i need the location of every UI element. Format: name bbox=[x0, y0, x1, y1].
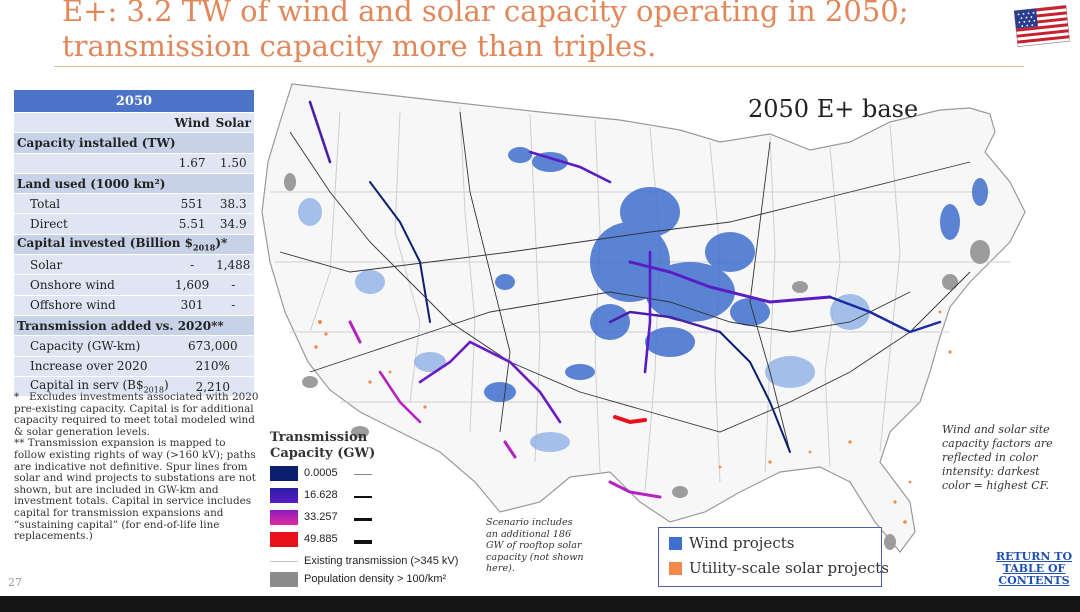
section-capital-invested: Capital invested (Billion $2018)* bbox=[14, 234, 254, 256]
row-label: Capital in serv (B$2018) bbox=[14, 376, 172, 398]
new-transmission-lines bbox=[308, 100, 942, 499]
section-transmission: Transmission added vs. 2020** bbox=[14, 315, 254, 337]
map-title: 2050 E+ base bbox=[748, 95, 919, 123]
section-label: Transmission added vs. 2020** bbox=[14, 315, 254, 337]
legend-swatch bbox=[270, 488, 298, 503]
tx-capital-value: 2,210 bbox=[171, 376, 254, 398]
legend-swatch bbox=[270, 532, 298, 547]
capacity-factor-note: Wind and solar site capacity factors are… bbox=[942, 423, 1053, 492]
project-legend: Wind projects Utility-scale solar projec… bbox=[658, 527, 889, 587]
solar-wind-value: - bbox=[171, 254, 213, 276]
footnote-1: * Excludes investments associated with 2… bbox=[14, 391, 259, 438]
us-transmission-map bbox=[261, 83, 1026, 553]
section-label: Capacity installed (TW) bbox=[14, 132, 254, 154]
land-total-solar: 38.3 bbox=[212, 193, 254, 215]
table-row: Capacity (GW-km) 673,000 bbox=[14, 335, 254, 357]
solar-project-sites bbox=[314, 310, 952, 524]
wind-swatch bbox=[669, 537, 682, 550]
tx-increase-value: 210% bbox=[171, 356, 254, 377]
land-direct-solar: 34.9 bbox=[212, 213, 254, 235]
table-row: Total 551 38.3 bbox=[14, 193, 254, 215]
land-total-wind: 551 bbox=[171, 193, 213, 215]
row-label: Increase over 2020 bbox=[14, 356, 172, 377]
section-label: Capital invested (Billion $2018)* bbox=[14, 234, 254, 256]
slide-title: E+: 3.2 TW of wind and solar capacity op… bbox=[62, 0, 942, 64]
slide-title-line-1: E+: 3.2 TW of wind and solar capacity op… bbox=[62, 0, 909, 28]
legend-title: Transmission Capacity (GW) bbox=[270, 430, 376, 461]
table-year-header: 2050 bbox=[14, 90, 254, 113]
slide-title-line-2: transmission capacity more than triples. bbox=[62, 29, 657, 63]
solar-solar-value: 1,488 bbox=[212, 254, 254, 276]
table-row: Increase over 2020 210% bbox=[14, 356, 254, 377]
row-label: Solar bbox=[14, 254, 172, 276]
table-row: Offshore wind 301 - bbox=[14, 295, 254, 316]
section-label: Land used (1000 km²) bbox=[14, 173, 254, 195]
onshore-solar-value: - bbox=[212, 274, 254, 296]
table-row: Direct 5.51 34.9 bbox=[14, 213, 254, 235]
table-column-headers: Wind Solar bbox=[14, 112, 254, 134]
capacity-wind: 1.67 bbox=[171, 153, 213, 174]
table-row: Onshore wind 1,609 - bbox=[14, 274, 254, 296]
legend-swatch bbox=[270, 510, 298, 525]
offshore-wind-value: 301 bbox=[171, 295, 213, 316]
table-row: Capital in serv (B$2018) 2,210 bbox=[14, 376, 254, 398]
row-label: Direct bbox=[14, 213, 172, 235]
title-divider bbox=[54, 66, 1024, 67]
offshore-solar-value: - bbox=[212, 295, 254, 316]
footnotes: * Excludes investments associated with 2… bbox=[14, 391, 260, 543]
table-year: 2050 bbox=[14, 90, 254, 113]
wind-project-light-areas bbox=[298, 198, 870, 452]
scenario-note: Scenario includes an additional 186 GW o… bbox=[486, 517, 584, 574]
col-solar: Solar bbox=[212, 112, 254, 134]
return-to-contents-link[interactable]: RETURN TO TABLE OF CONTENTS bbox=[995, 550, 1073, 587]
tx-capacity-value: 673,000 bbox=[171, 335, 254, 357]
row-label: Offshore wind bbox=[14, 295, 172, 316]
table-row: Solar - 1,488 bbox=[14, 254, 254, 276]
onshore-wind-value: 1,609 bbox=[171, 274, 213, 296]
table-row: 1.67 1.50 bbox=[14, 153, 254, 174]
solar-swatch bbox=[669, 562, 682, 575]
us-flag-icon bbox=[1013, 5, 1070, 47]
population-areas bbox=[284, 173, 990, 550]
footnote-2: ** Transmission expansion is mapped to f… bbox=[14, 437, 256, 543]
bottom-bar bbox=[0, 596, 1080, 612]
row-label: Onshore wind bbox=[14, 274, 172, 296]
section-land-used: Land used (1000 km²) bbox=[14, 173, 254, 195]
land-direct-wind: 5.51 bbox=[171, 213, 213, 235]
page-number: 27 bbox=[8, 576, 22, 589]
transmission-legend: Transmission Capacity (GW) 0.0005 16.628… bbox=[270, 430, 470, 587]
row-label: Capacity (GW-km) bbox=[14, 335, 172, 357]
section-capacity-installed: Capacity installed (TW) bbox=[14, 132, 254, 154]
existing-transmission-lines bbox=[279, 111, 971, 453]
capacity-solar: 1.50 bbox=[212, 153, 254, 174]
row-label: Total bbox=[14, 193, 172, 215]
col-wind: Wind bbox=[171, 112, 213, 134]
capacity-summary-table: 2050 Wind Solar Capacity installed (TW) … bbox=[14, 90, 254, 398]
legend-swatch bbox=[270, 466, 298, 481]
